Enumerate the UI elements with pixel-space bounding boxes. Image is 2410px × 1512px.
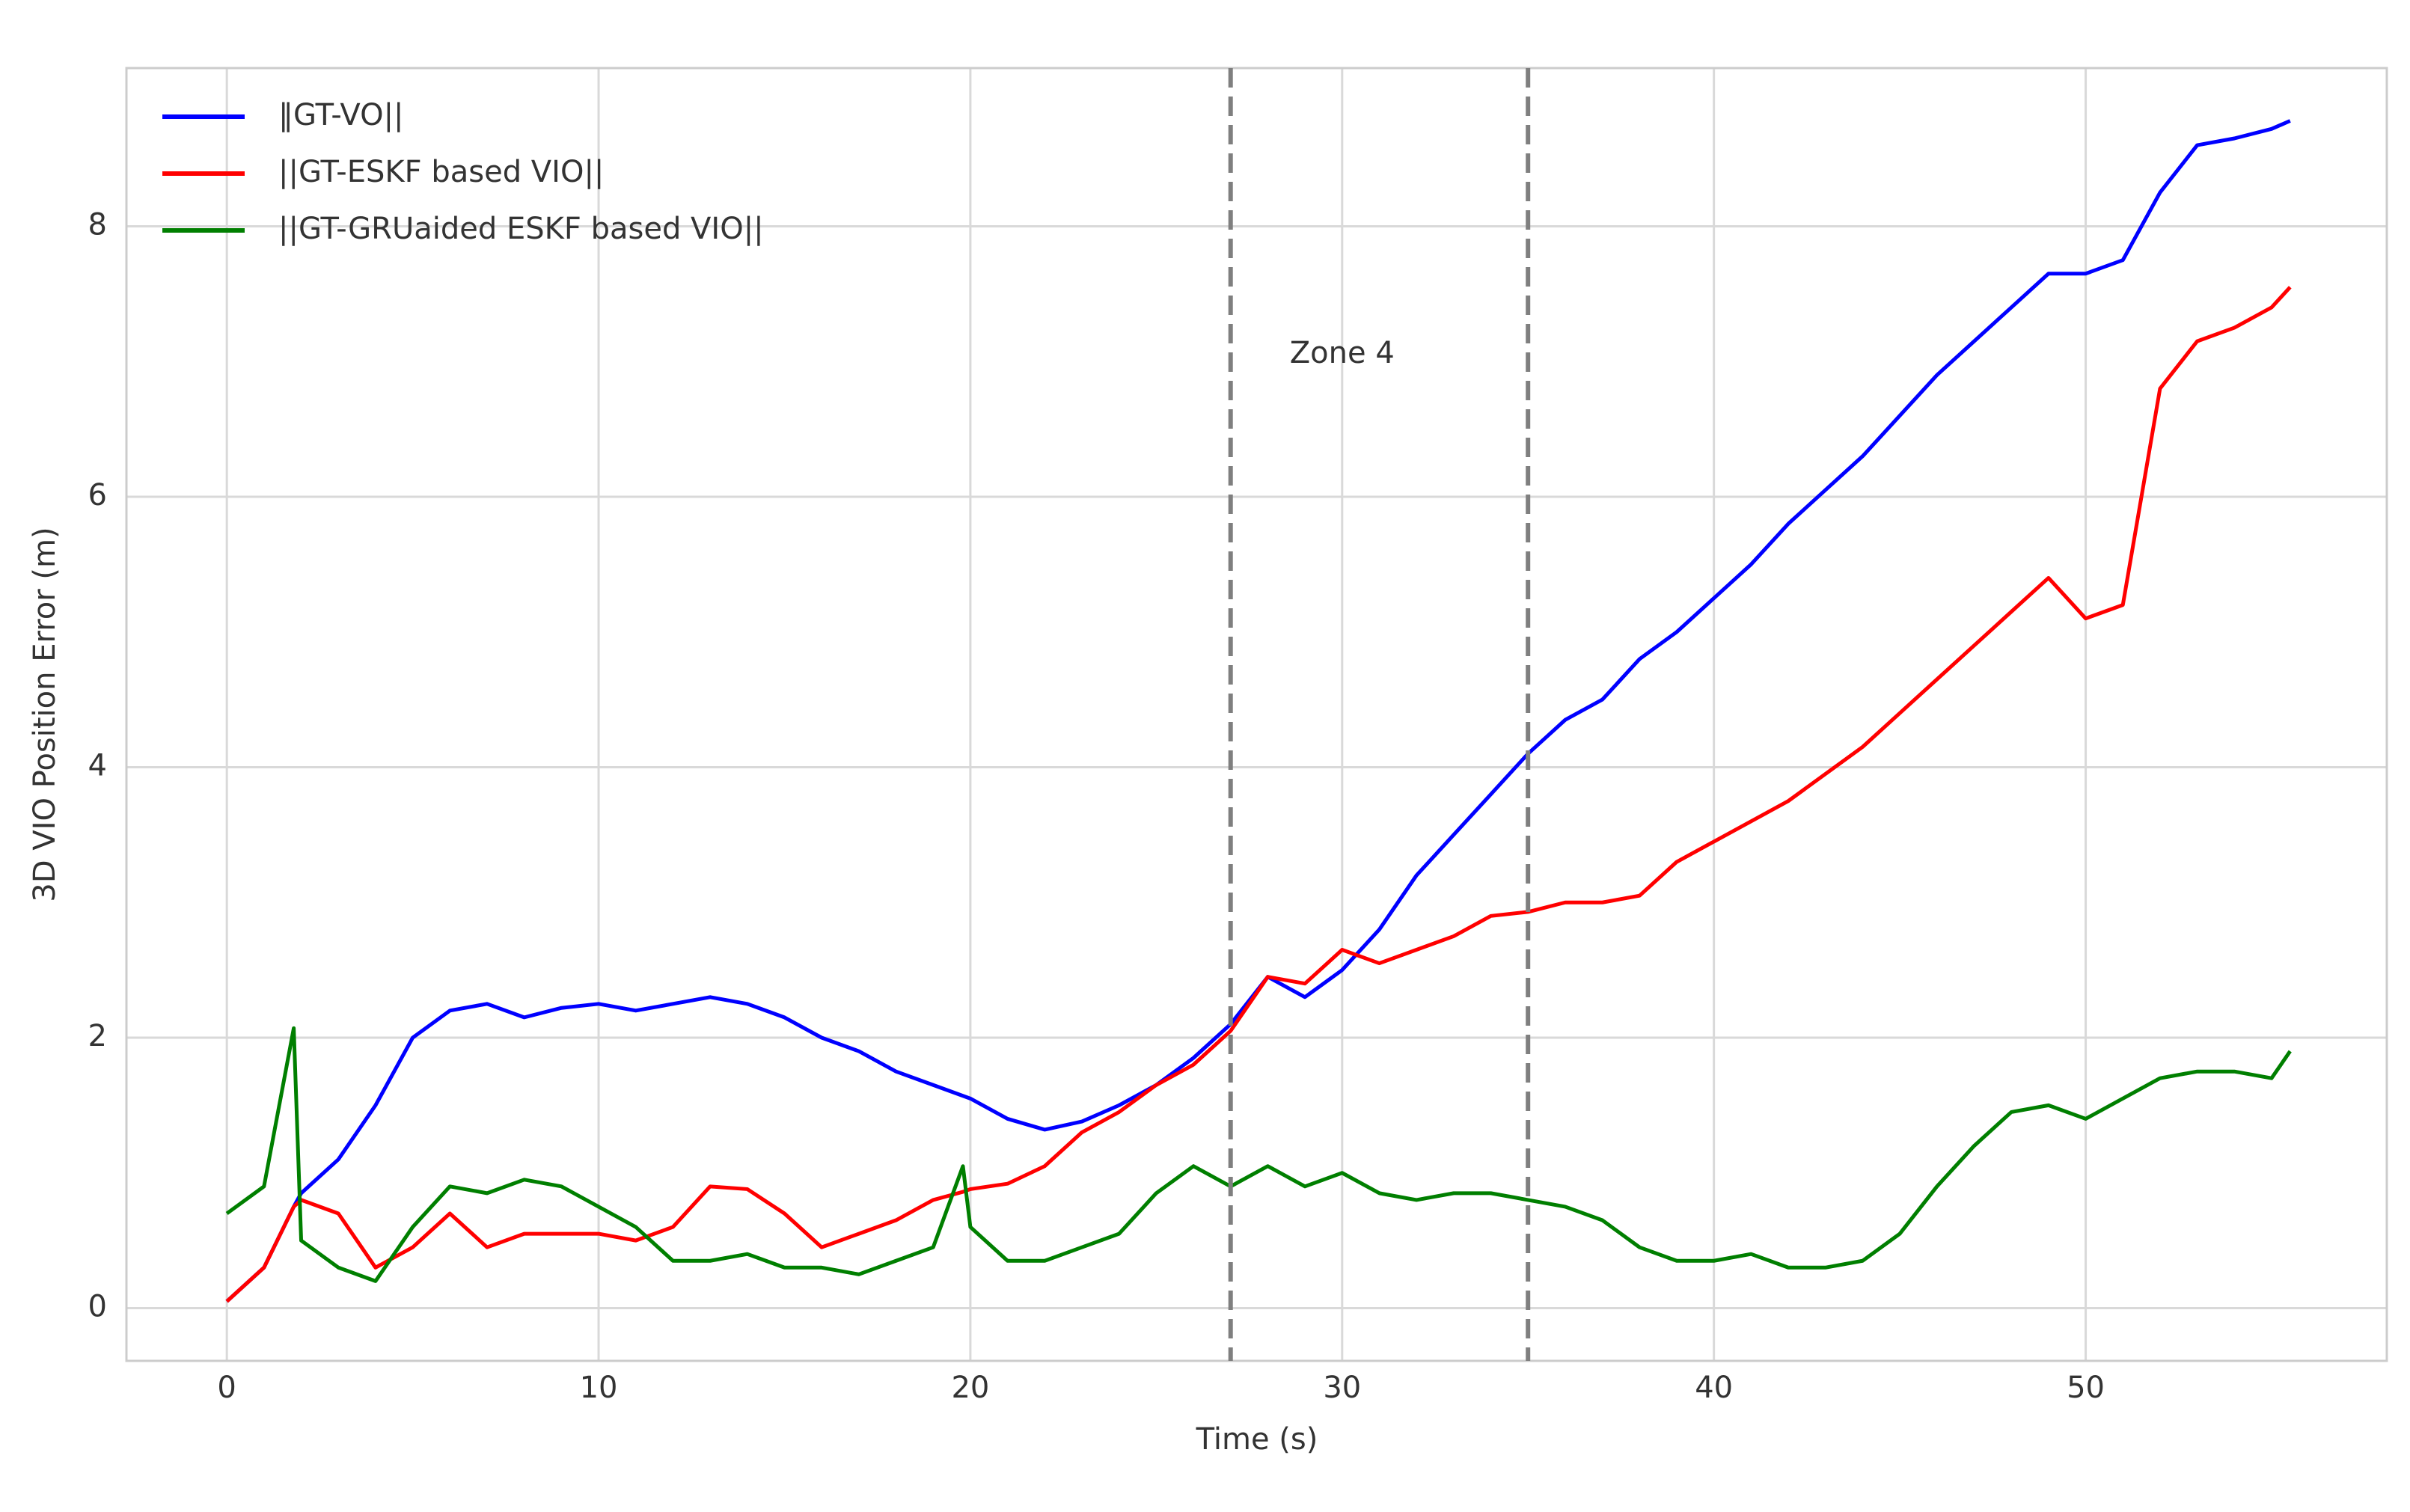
y-tick-label: 0 (88, 1290, 107, 1324)
legend-label: ||GT-GRUaided ESKF based VIO|| (278, 212, 764, 246)
x-tick-label: 40 (1695, 1371, 1733, 1405)
x-tick-label: 20 (951, 1371, 989, 1405)
y-tick-label: 2 (88, 1019, 107, 1053)
y-tick-label: 6 (88, 478, 107, 512)
y-tick-label: 4 (88, 748, 107, 783)
x-tick-label: 30 (1323, 1371, 1361, 1405)
y-tick-label: 8 (88, 207, 107, 242)
annotation: Zone 4 (1290, 336, 1395, 370)
x-tick-label: 0 (217, 1371, 236, 1405)
x-axis-label: Time (s) (1196, 1422, 1318, 1457)
x-tick-label: 10 (580, 1371, 618, 1405)
x-tick-label: 50 (2067, 1371, 2105, 1405)
legend-label: ||GT-ESKF based VIO|| (278, 155, 604, 189)
y-axis-label: 3D VIO Position Error (m) (28, 527, 62, 902)
plot-frame (125, 67, 2388, 1362)
legend-label: ‖GT-VO|| (278, 98, 404, 132)
data-line (225, 286, 2292, 1303)
